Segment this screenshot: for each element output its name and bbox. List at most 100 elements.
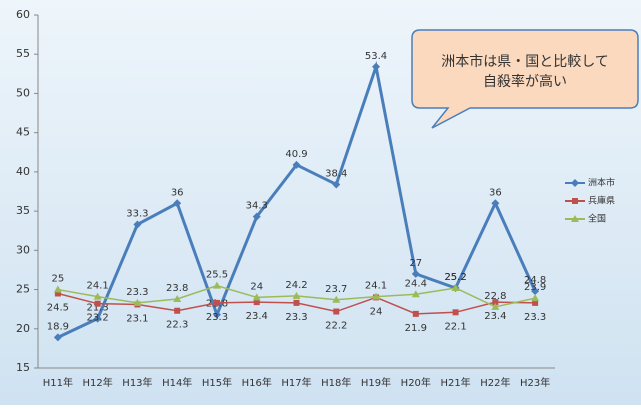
- point: [531, 287, 540, 296]
- data-label: 24.1: [365, 281, 387, 292]
- x-tick-label: H15年: [202, 376, 232, 389]
- data-label: 23.3: [285, 312, 307, 323]
- data-label: 40.9: [285, 149, 307, 160]
- callout: [411, 29, 639, 129]
- x-tick-label: H18年: [321, 376, 351, 389]
- y-tick-label: 25: [16, 283, 30, 296]
- data-label: 24.1: [87, 281, 109, 292]
- point: [212, 281, 221, 289]
- point: [293, 299, 300, 306]
- x-tick-label: H16年: [242, 376, 272, 389]
- data-label: 23.3: [206, 312, 228, 323]
- point: [332, 180, 341, 189]
- x-tick-label: H22年: [480, 376, 510, 389]
- y-tick-label: 40: [16, 165, 30, 178]
- point: [173, 294, 182, 302]
- y-tick-label: 15: [16, 361, 30, 374]
- point: [372, 62, 381, 71]
- point: [411, 290, 420, 298]
- point: [133, 298, 142, 306]
- point: [93, 314, 102, 323]
- legend-label: 兵庫県: [588, 195, 615, 207]
- data-label: 24: [250, 281, 263, 292]
- x-tick-label: H23年: [520, 376, 550, 389]
- x-tick-label: H19年: [361, 376, 391, 389]
- y-tick-label: 55: [16, 47, 30, 60]
- point: [532, 299, 539, 306]
- data-label: 24.2: [285, 280, 307, 291]
- point: [54, 290, 61, 297]
- data-label: 38.4: [325, 168, 347, 179]
- point: [292, 160, 301, 169]
- x-tick-label: H13年: [122, 376, 152, 389]
- point: [252, 212, 261, 221]
- data-label: 23.4: [484, 311, 506, 322]
- point: [452, 309, 459, 316]
- data-label: 18.9: [47, 321, 69, 332]
- point: [213, 299, 220, 306]
- point: [491, 302, 500, 310]
- data-label: 36: [171, 187, 184, 198]
- point: [212, 310, 221, 319]
- data-label: 25.5: [206, 270, 228, 281]
- data-label: 22.3: [166, 320, 188, 331]
- data-label: 23.3: [126, 287, 148, 298]
- x-tick-label: H14年: [162, 376, 192, 389]
- data-label: 22.8: [484, 291, 506, 302]
- point: [252, 293, 261, 301]
- y-tick-label: 35: [16, 204, 30, 217]
- point: [572, 198, 578, 204]
- point: [292, 291, 301, 299]
- point: [94, 300, 101, 307]
- x-tick-label: H20年: [401, 376, 431, 389]
- data-label: 24: [370, 306, 383, 317]
- point: [492, 299, 499, 306]
- point: [531, 294, 540, 302]
- point: [133, 220, 142, 229]
- data-label: 23.2: [87, 313, 109, 324]
- point: [571, 215, 579, 222]
- data-label: 25: [52, 274, 65, 285]
- x-tick-label: H17年: [281, 376, 311, 389]
- data-label: 36: [489, 187, 502, 198]
- data-label: 23.3: [524, 312, 546, 323]
- data-label: 33.3: [126, 208, 148, 219]
- y-tick-label: 50: [16, 86, 30, 99]
- point: [451, 283, 460, 291]
- x-tick-label: H21年: [440, 376, 470, 389]
- point: [491, 199, 500, 208]
- data-label: 23.4: [246, 311, 268, 322]
- point: [93, 292, 102, 300]
- point: [412, 310, 419, 317]
- y-tick-label: 30: [16, 243, 30, 256]
- data-label: 24.8: [524, 275, 546, 286]
- data-label: 25.2: [444, 272, 466, 283]
- point: [53, 333, 62, 342]
- data-label: 34.3: [246, 201, 268, 212]
- legend-label: 全国: [588, 213, 606, 225]
- point: [174, 307, 181, 314]
- point: [333, 308, 340, 315]
- x-tick-label: H12年: [83, 376, 113, 389]
- y-tick-label: 60: [16, 8, 30, 21]
- data-label: 23.1: [126, 313, 148, 324]
- data-label: 23.9: [524, 282, 546, 293]
- data-label: 21.3: [87, 303, 109, 314]
- point: [173, 199, 182, 208]
- data-label: 27: [409, 258, 422, 269]
- data-label: 22.1: [444, 321, 466, 332]
- x-tick-label: H11年: [43, 376, 73, 389]
- point: [372, 292, 381, 300]
- data-label: 24.5: [47, 302, 69, 313]
- data-label: 25.2: [444, 272, 466, 283]
- point: [253, 299, 260, 306]
- point: [571, 179, 579, 187]
- data-label: 24.4: [405, 278, 427, 289]
- annotation: 自殺率が高い: [483, 73, 567, 90]
- data-label: 23.7: [325, 284, 347, 295]
- point: [53, 285, 62, 293]
- point: [332, 295, 341, 303]
- data-label: 21.9: [405, 323, 427, 334]
- y-tick-label: 20: [16, 322, 30, 335]
